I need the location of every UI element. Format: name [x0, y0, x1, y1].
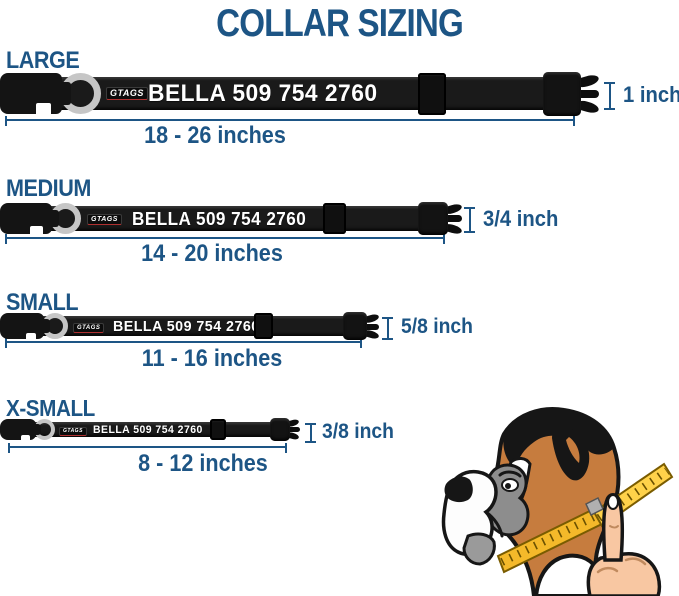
length-measure-line: [5, 338, 362, 348]
length-range-label: 11 - 16 inches: [141, 345, 283, 372]
collar-graphic-medium: GTAGS BELLA 509 754 2760: [0, 201, 465, 237]
width-label: 3/8 inch: [322, 420, 394, 443]
dog-ear-floppy: [552, 425, 590, 481]
brand-tag: GTAGS: [73, 323, 105, 333]
width-measure-mark: [305, 423, 316, 443]
tape-clip: [585, 496, 604, 517]
buckle-prong: [366, 324, 379, 330]
width-measure-mark: [382, 317, 393, 340]
brand-tag: GTAGS: [87, 214, 122, 225]
buckle-female: [0, 419, 42, 442]
tri-glide-slider: [254, 313, 273, 339]
dog-ear: [503, 409, 614, 468]
size-label-large: LARGE: [6, 47, 80, 74]
buckle-prong: [289, 427, 300, 432]
boxer-dog-measuring-illustration: [441, 407, 674, 596]
size-label-xsmall: X-SMALL: [6, 395, 95, 421]
dog-nose: [444, 476, 473, 503]
width-label: 1 inch: [623, 82, 679, 107]
buckle-male: [418, 202, 448, 235]
tri-glide-slider: [210, 419, 226, 440]
buckle-male: [270, 418, 290, 441]
hand-palm: [586, 552, 662, 596]
collar-strap: [18, 206, 422, 231]
length-range-label: 14 - 20 inches: [141, 240, 283, 267]
tri-glide-slider: [418, 73, 446, 115]
collar-graphic-small: GTAGS BELLA 509 754 2760: [0, 312, 380, 341]
collar-print-text: BELLA 509 754 2760: [148, 80, 378, 107]
page-title: COLLAR SIZING: [216, 2, 464, 45]
length-measure-line: [5, 234, 445, 244]
buckle-female: [0, 73, 71, 116]
buckle-prong: [579, 90, 599, 98]
buckle-female: [0, 313, 51, 341]
hand: [586, 493, 662, 596]
collar-print-text: BELLA 509 754 2760: [93, 424, 203, 436]
collar-graphic-large: GTAGS BELLA 509 754 2760: [0, 72, 602, 117]
buckle-male: [343, 312, 367, 340]
collar-print-text: BELLA 509 754 2760: [132, 209, 307, 229]
fingernail: [607, 494, 619, 510]
width-label: 5/8 inch: [401, 315, 473, 338]
buckle-prong: [446, 215, 462, 222]
collar-print-text: BELLA 509 754 2760: [113, 318, 260, 335]
length-range-label: 18 - 26 inches: [144, 122, 286, 149]
width-measure-mark: [464, 207, 475, 233]
width-measure-mark: [604, 82, 615, 110]
width-label: 3/4 inch: [483, 206, 559, 231]
brand-tag: GTAGS: [59, 427, 87, 436]
tri-glide-slider: [323, 203, 346, 234]
brand-tag: GTAGS: [106, 87, 148, 100]
buckle-male: [543, 72, 581, 116]
size-label-small: SMALL: [6, 289, 79, 316]
length-measure-line: [5, 116, 575, 126]
dog-chin: [462, 532, 496, 566]
collar-graphic-xsmall: GTAGS BELLA 509 754 2760: [0, 418, 305, 442]
length-range-label: 8 - 12 inches: [138, 450, 268, 477]
size-label-medium: MEDIUM: [6, 175, 91, 202]
length-measure-line: [8, 443, 287, 453]
buckle-female: [0, 203, 60, 237]
